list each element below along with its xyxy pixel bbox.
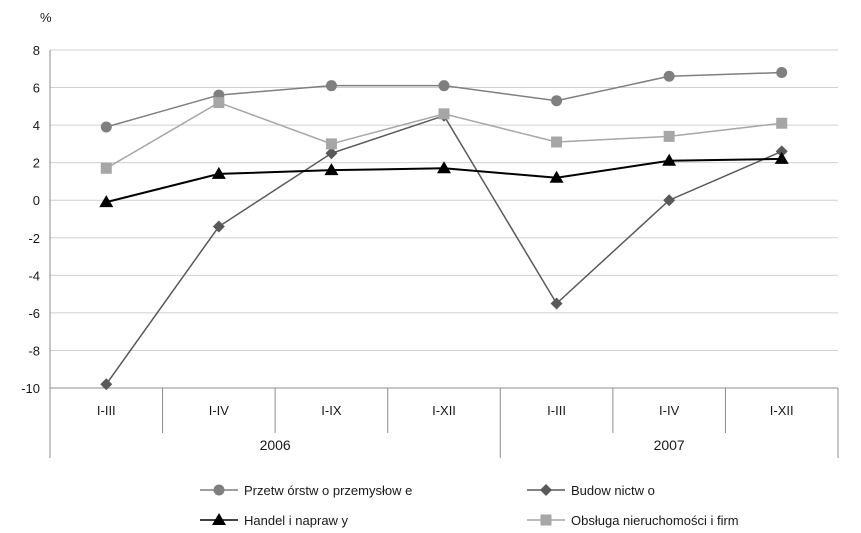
x-tick-label: I-III: [547, 403, 566, 418]
data-point: [325, 138, 337, 150]
y-tick-label: -10: [21, 381, 40, 396]
data-point: [438, 108, 450, 120]
legend-label: Obsługa nieruchomości i firm: [571, 513, 739, 528]
x-axis-tick-labels: I-III I-IV I-IX I-XII I-III I-IV I-XII: [97, 403, 794, 418]
y-tick-label: -6: [28, 306, 40, 321]
data-point: [663, 70, 675, 82]
y-tick-label: 2: [33, 156, 40, 171]
data-point: [662, 153, 677, 166]
legend-label: Przetw órstw o przemysłow e: [244, 483, 412, 498]
data-point: [774, 151, 789, 164]
series-diamond: [100, 109, 788, 391]
data-point: [213, 97, 225, 109]
legend-item: Przetw órstw o przemysłow e: [200, 483, 412, 498]
y-tick-label: 0: [33, 193, 40, 208]
data-point: [213, 484, 225, 496]
data-point: [551, 136, 563, 148]
x-tick-label: I-XII: [432, 403, 456, 418]
data-point: [776, 67, 788, 79]
y-tick-label: 8: [33, 43, 40, 58]
data-point: [550, 297, 563, 310]
data-point: [100, 162, 112, 174]
data-point: [212, 513, 226, 525]
series-triangle: [99, 151, 789, 208]
x-group-label: 2007: [654, 437, 685, 453]
data-point: [663, 194, 676, 207]
data-point: [212, 220, 225, 233]
y-tick-label: -4: [28, 268, 40, 283]
data-point: [100, 121, 112, 133]
data-point: [324, 163, 339, 176]
y-tick-label: -8: [28, 343, 40, 358]
data-point: [325, 147, 338, 160]
y-tick-label: 4: [33, 118, 40, 133]
legend-item: Obsługa nieruchomości i firm: [527, 513, 739, 528]
data-point: [438, 80, 450, 92]
legend-item: Handel i napraw y: [200, 513, 349, 528]
y-tick-label: -2: [28, 231, 40, 246]
series-square: [100, 97, 788, 174]
legend-item: Budow nictw o: [527, 483, 655, 498]
y-axis-unit-label: %: [40, 10, 52, 25]
data-point: [211, 166, 226, 179]
legend-label: Handel i napraw y: [244, 513, 349, 528]
x-tick-label: I-IX: [321, 403, 342, 418]
grid-lines: [50, 49, 838, 351]
x-axis-group-labels: 2006 2007: [260, 437, 685, 453]
series-circle: [100, 67, 788, 133]
x-tick-label: I-IV: [659, 403, 680, 418]
data-point: [540, 484, 552, 496]
legend: Przetw órstw o przemysłow e Budow nictw o…: [200, 483, 739, 528]
data-point: [99, 195, 114, 208]
series-layer: [99, 67, 789, 391]
legend-label: Budow nictw o: [571, 483, 655, 498]
data-point: [551, 95, 563, 107]
y-axis-tick-labels: 8 6 4 2 0 -2 -4 -6 -8 -10: [21, 43, 40, 396]
data-point: [540, 514, 552, 526]
data-point: [437, 161, 451, 174]
axes: [49, 50, 839, 458]
x-tick-label: I-XII: [770, 403, 794, 418]
x-tick-label: I-IV: [209, 403, 230, 418]
data-point: [775, 145, 788, 158]
data-point: [663, 130, 675, 142]
series-line: [105, 114, 783, 385]
x-group-label: 2006: [260, 437, 291, 453]
data-point: [776, 117, 788, 129]
x-tick-label: I-III: [97, 403, 116, 418]
data-point: [325, 80, 337, 92]
data-point: [100, 378, 113, 391]
data-point: [549, 170, 564, 183]
y-tick-label: 6: [33, 81, 40, 96]
